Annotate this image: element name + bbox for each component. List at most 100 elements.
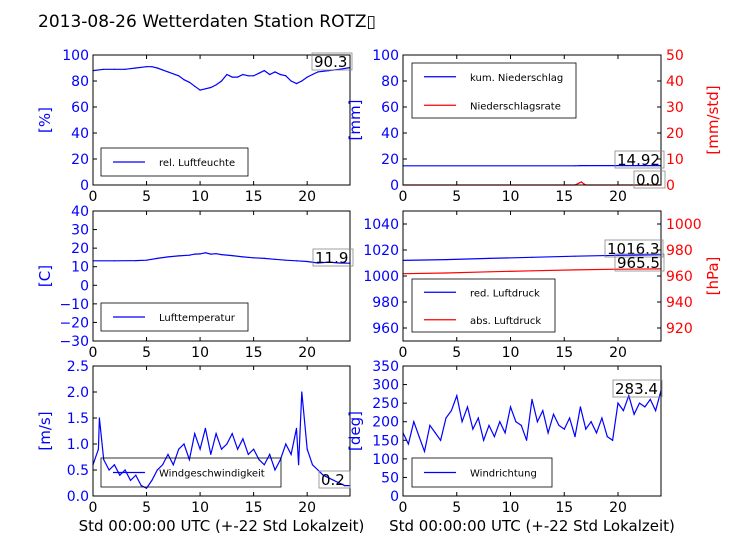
data-point — [418, 436, 420, 438]
data-point — [306, 448, 308, 450]
x-tick-label: 20 — [298, 500, 316, 516]
data-point — [499, 421, 501, 423]
data-point — [269, 73, 271, 76]
y-tick-label: 300 — [372, 378, 399, 394]
data-point — [199, 89, 201, 91]
value-annotation-box — [614, 150, 665, 169]
data-point — [472, 428, 474, 430]
y-tick-label: 40 — [381, 126, 399, 142]
y2-tick-label: 0 — [666, 178, 675, 194]
data-point — [220, 80, 223, 82]
data-point — [247, 453, 249, 455]
data-point — [423, 450, 426, 452]
data-point — [226, 73, 228, 76]
data-point — [145, 259, 148, 261]
y-tick-label: 1.0 — [67, 437, 89, 453]
data-point — [167, 71, 169, 73]
data-point — [574, 269, 576, 271]
data-point — [456, 395, 458, 397]
data-point — [210, 86, 212, 89]
legend-label: kum. Niederschlag — [470, 73, 563, 84]
value-annotation: 14.92 — [617, 151, 660, 169]
data-point — [290, 453, 292, 455]
data-point — [542, 410, 544, 412]
data-point — [167, 256, 169, 258]
value-annotation: 11.9 — [315, 249, 348, 267]
data-point — [606, 436, 608, 438]
data-point — [445, 259, 447, 261]
plot-frame — [92, 210, 351, 342]
value-annotation: 283.4 — [615, 380, 658, 398]
data-point — [311, 464, 314, 466]
x-tick-label: 10 — [502, 189, 520, 205]
data-point — [156, 469, 158, 471]
data-point — [649, 398, 651, 400]
data-point — [298, 464, 300, 466]
data-point — [290, 80, 292, 82]
legend-label: Lufttemperatur — [159, 313, 236, 324]
y-tick-label: 0.0 — [67, 489, 89, 505]
y-tick-label: 0.5 — [67, 463, 89, 479]
legend-label: rel. Luftfeuchte — [159, 158, 235, 169]
data-point — [231, 76, 233, 78]
data-point — [595, 432, 598, 434]
data-point — [445, 417, 447, 419]
data-point — [515, 421, 517, 423]
y-tick-label: 100 — [372, 48, 399, 64]
data-point — [183, 79, 185, 81]
data-point — [477, 417, 479, 419]
x-tick-label: 5 — [452, 500, 461, 516]
data-point — [333, 479, 335, 481]
y2-tick-label: 40 — [666, 74, 684, 90]
legend-label: Windgeschwindigkeit — [159, 469, 265, 480]
data-point — [162, 464, 164, 466]
data-point — [220, 254, 223, 256]
data-point — [338, 482, 340, 484]
data-point — [103, 68, 105, 70]
data-point — [231, 433, 233, 435]
series-line-1 — [92, 66, 351, 91]
y2-tick-label: 940 — [666, 295, 693, 311]
data-point — [285, 259, 287, 261]
data-point — [585, 165, 587, 167]
data-point — [429, 424, 431, 426]
data-point — [119, 474, 121, 476]
x-tick-label: 5 — [142, 345, 151, 361]
plot-frame — [92, 54, 351, 186]
y-axis-label: [deg] — [346, 411, 364, 451]
data-point — [579, 165, 582, 167]
data-point — [338, 262, 340, 264]
value-annotation: 0.2 — [321, 471, 345, 489]
data-point — [574, 436, 576, 438]
data-point — [215, 433, 217, 435]
y-tick-label: 60 — [381, 100, 399, 116]
data-point — [113, 464, 115, 466]
x-tick-label: 15 — [245, 500, 263, 516]
y2-tick-label: 920 — [666, 321, 693, 337]
data-point — [188, 81, 190, 83]
x-tick-label: 0 — [399, 189, 408, 205]
legend-label: Windrichtung — [470, 469, 537, 480]
data-point — [622, 410, 625, 412]
y-axis-label: [m/s] — [36, 411, 54, 450]
x-tick-label: 20 — [609, 345, 627, 361]
data-point — [450, 410, 452, 412]
x-tick-label: 10 — [191, 345, 209, 361]
y-tick-label: 0 — [80, 178, 89, 194]
data-point — [172, 464, 174, 466]
data-point — [306, 76, 308, 78]
y-tick-label: 40 — [71, 204, 89, 220]
data-point — [188, 254, 190, 256]
x-tick-label: 20 — [298, 189, 316, 205]
legend-box — [411, 278, 556, 333]
value-annotation-box — [633, 170, 666, 189]
data-point — [301, 391, 303, 393]
data-point — [311, 73, 314, 76]
y2-tick-label: 50 — [666, 48, 684, 64]
data-point — [226, 443, 228, 445]
data-point — [129, 479, 132, 481]
value-annotation-box — [604, 239, 664, 258]
data-point — [156, 67, 158, 69]
data-point — [204, 427, 206, 429]
